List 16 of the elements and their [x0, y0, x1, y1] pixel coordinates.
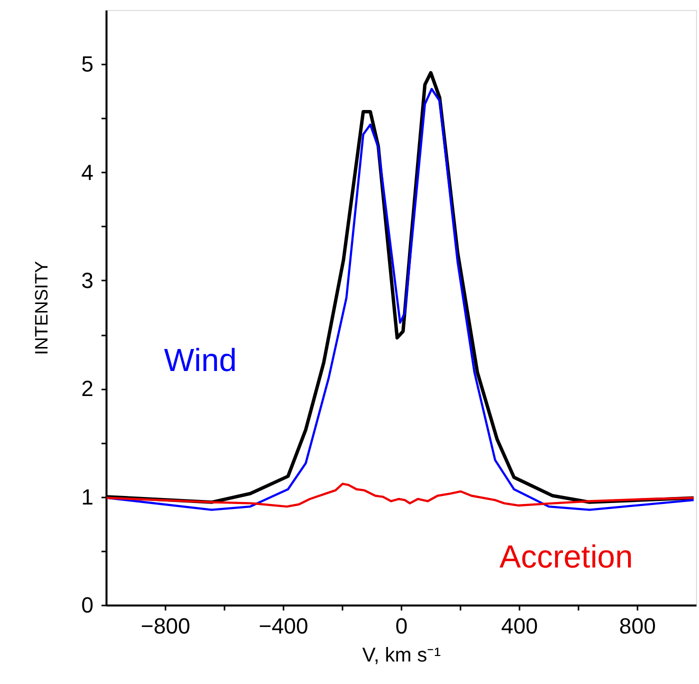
y-tick-label: 2 [81, 376, 94, 402]
x-axis-title: V, km s⁻¹ [362, 644, 442, 666]
x-tick-label: −400 [258, 614, 308, 638]
x-tick-label: 0 [395, 614, 408, 638]
y-axis-title: INTENSITY [31, 260, 52, 356]
text: Wind [164, 342, 237, 378]
x-tick-label: −800 [140, 614, 190, 638]
line-series [105, 482, 695, 508]
series-label: Accretion [500, 538, 633, 574]
y-tick-label: 0 [81, 592, 94, 618]
y-tick-label: 3 [81, 268, 94, 293]
x-tick-label: 800 [619, 614, 656, 638]
y-tick-label: 1 [81, 484, 94, 510]
y-tick-label: 4 [81, 160, 94, 185]
x-tick-label: 400 [501, 614, 538, 638]
y-tick-label: 5 [81, 52, 94, 77]
